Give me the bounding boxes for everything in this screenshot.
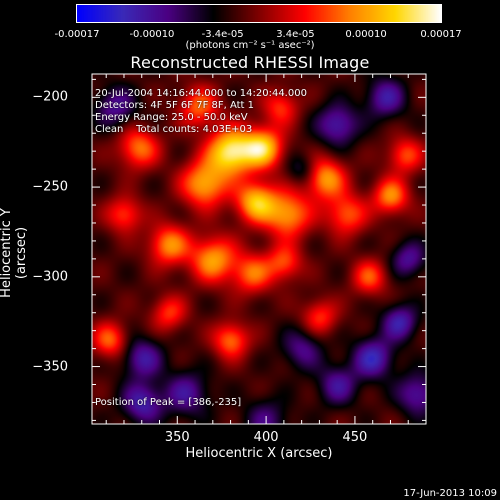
annotation-time-range: 20-Jul-2004 14:16:44.000 to 14:20:44.000 bbox=[95, 88, 307, 99]
colorbar-tick-label: -0.00010 bbox=[129, 29, 175, 40]
y-axis-label: Heliocentric Y (arcsec) bbox=[0, 208, 29, 298]
colorbar-tick-label: -3.4e-05 bbox=[201, 29, 244, 40]
x-tick-label: 400 bbox=[253, 430, 279, 445]
x-tick-label: 450 bbox=[342, 430, 368, 445]
y-tick-label: −250 bbox=[32, 179, 68, 195]
colorbar-tick-label: 3.4e-05 bbox=[276, 29, 315, 40]
annotation-energy: Energy Range: 25.0 - 50.0 keV bbox=[95, 112, 248, 123]
footer-date: 17-Jun-2013 10:09 bbox=[403, 488, 497, 499]
y-tick-label: −350 bbox=[32, 359, 68, 375]
colorbar-tick-label: 0.00017 bbox=[420, 29, 462, 40]
colorbar-units: (photons cm⁻² s⁻¹ asec⁻²) bbox=[185, 40, 315, 51]
colorbar bbox=[76, 4, 442, 23]
peak-position-label: Position of Peak = [386,-235] bbox=[95, 397, 242, 408]
plot-title: Reconstructed RHESSI Image bbox=[130, 53, 370, 72]
x-axis-label: Heliocentric X (arcsec) bbox=[185, 446, 333, 461]
y-tick-label: −300 bbox=[32, 269, 68, 285]
annotation-detectors: Detectors: 4F 5F 6F 7F 8F, Att 1 bbox=[95, 100, 255, 111]
colorbar-tick-label: 0.00010 bbox=[345, 29, 387, 40]
x-tick-label: 350 bbox=[164, 430, 190, 445]
annotation-clean-counts: Clean Total counts: 4.03E+03 bbox=[95, 124, 253, 135]
y-tick-label: −200 bbox=[32, 89, 68, 105]
colorbar-tick-label: -0.00017 bbox=[54, 29, 100, 40]
